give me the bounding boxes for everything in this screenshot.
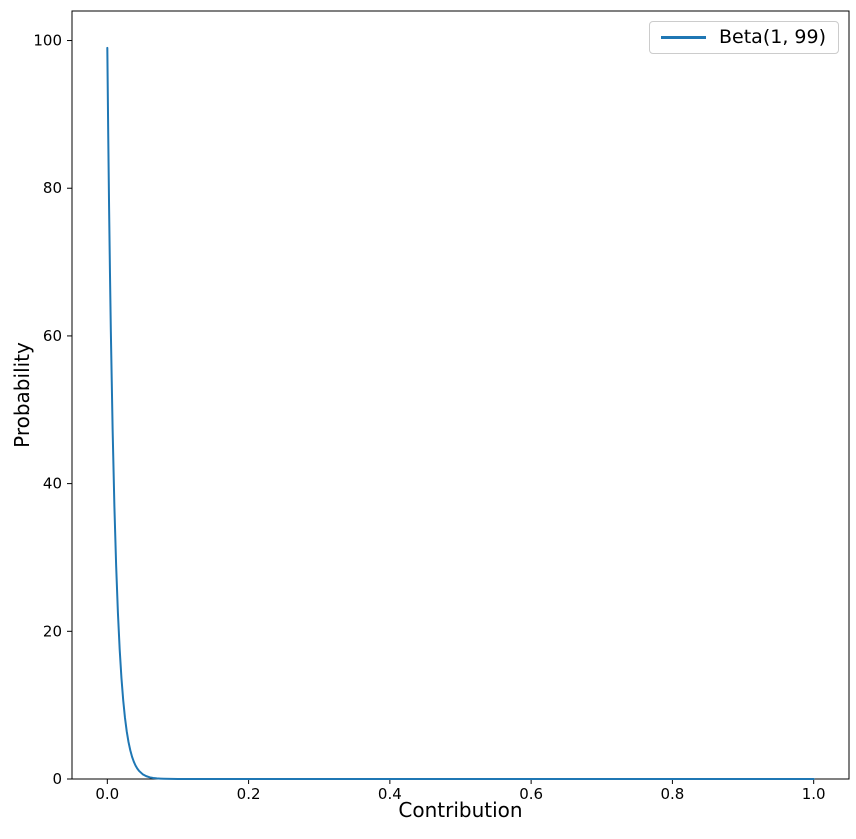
legend[interactable]: Beta(1, 99) [649, 21, 839, 54]
y-tick-label: 0 [52, 770, 62, 788]
x-axis-label: Contribution [398, 798, 523, 822]
y-tick-label: 100 [33, 32, 62, 50]
x-tick-label: 0.4 [378, 785, 402, 803]
legend-label: Beta(1, 99) [719, 26, 826, 48]
x-tick-label: 0.6 [519, 785, 543, 803]
y-axis-label: Probability [10, 342, 34, 448]
x-tick-label: 1.0 [802, 785, 826, 803]
x-tick-label: 0.8 [660, 785, 684, 803]
legend-line-icon [661, 35, 706, 39]
x-tick-label: 0.2 [237, 785, 261, 803]
y-tick-label: 20 [43, 622, 62, 640]
beta-curve [106, 46, 815, 780]
axes-spines [71, 10, 850, 780]
x-tick-label: 0.0 [95, 785, 119, 803]
y-tick-label: 40 [43, 475, 62, 493]
y-tick-label: 60 [43, 327, 62, 345]
y-tick-label: 80 [43, 179, 62, 197]
